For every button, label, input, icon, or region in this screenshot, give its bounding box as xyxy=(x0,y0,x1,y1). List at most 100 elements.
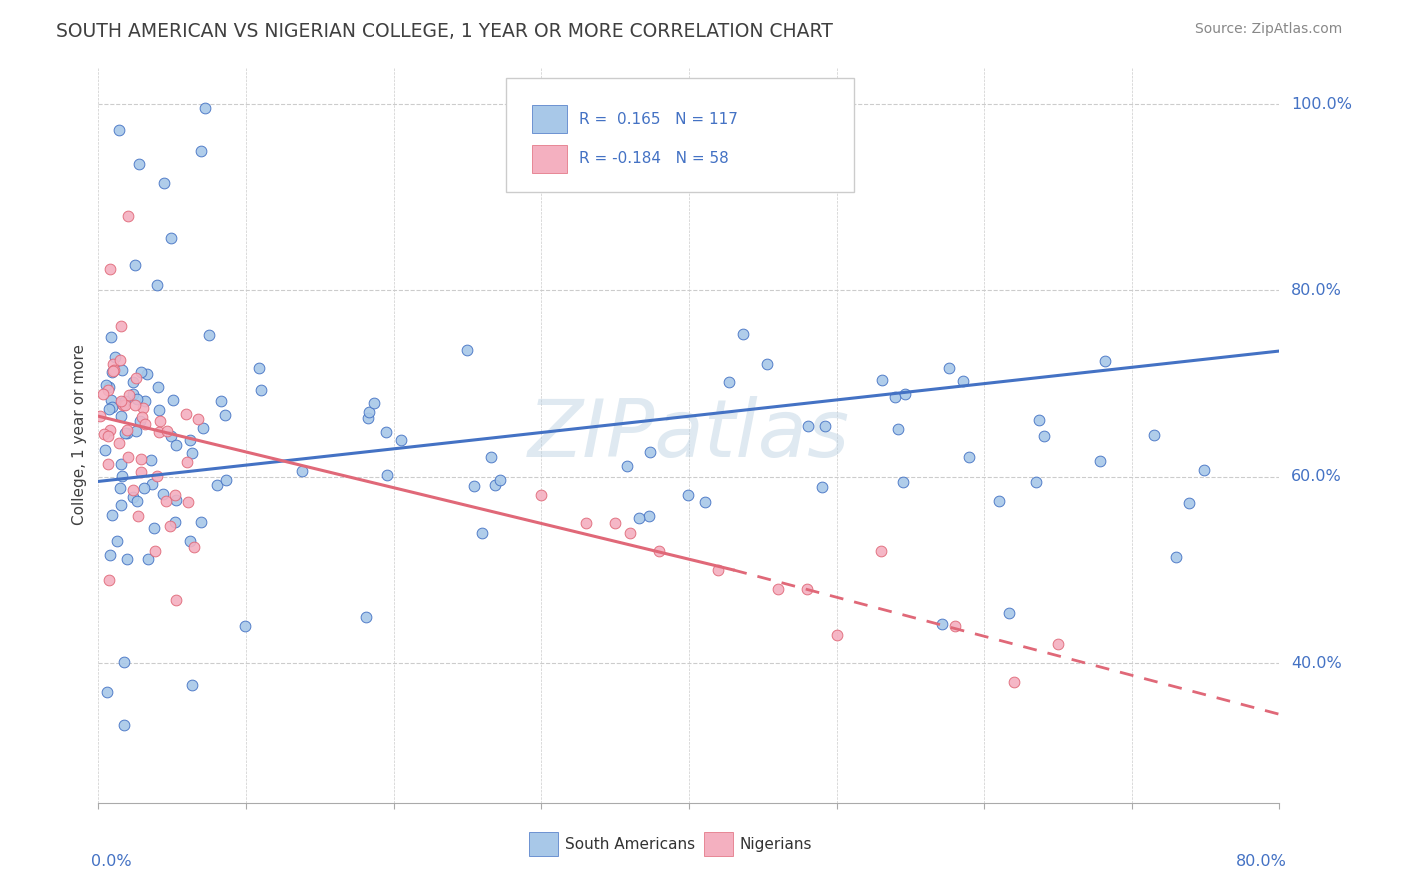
Text: South Americans: South Americans xyxy=(565,837,695,852)
Point xyxy=(145,277,167,292)
Point xyxy=(108,481,131,495)
Point xyxy=(190,515,212,529)
Point xyxy=(125,392,148,407)
Point xyxy=(117,450,139,465)
Point xyxy=(98,262,121,277)
Point xyxy=(456,343,478,357)
Point xyxy=(112,718,135,732)
Point xyxy=(814,419,837,434)
Point xyxy=(638,508,661,523)
Point xyxy=(122,490,145,504)
Point xyxy=(811,480,834,494)
Point xyxy=(291,464,314,478)
Point xyxy=(357,405,380,419)
Point xyxy=(121,376,143,390)
Point xyxy=(957,450,980,464)
Point xyxy=(162,393,184,408)
Point xyxy=(110,457,132,471)
Point xyxy=(894,386,917,401)
Point xyxy=(114,425,136,440)
Point xyxy=(181,446,204,460)
Point xyxy=(797,419,820,434)
Point xyxy=(165,437,187,451)
Point xyxy=(100,329,122,343)
Point xyxy=(110,498,132,512)
Point xyxy=(96,378,118,392)
Point xyxy=(375,425,398,439)
Point xyxy=(884,390,907,404)
Point xyxy=(125,424,148,438)
Point xyxy=(101,365,124,379)
Text: R = -0.184   N = 58: R = -0.184 N = 58 xyxy=(579,152,728,166)
Point xyxy=(165,488,187,502)
Point xyxy=(111,363,134,377)
Point xyxy=(605,516,627,531)
Point xyxy=(488,473,510,487)
Text: Nigerians: Nigerians xyxy=(740,837,813,852)
Point xyxy=(148,403,170,417)
Point xyxy=(143,521,166,535)
Point xyxy=(159,519,181,533)
Point xyxy=(110,318,132,333)
Point xyxy=(104,350,127,364)
Point xyxy=(91,386,114,401)
Point xyxy=(731,326,754,341)
Point xyxy=(165,593,187,607)
Point xyxy=(125,371,148,385)
Point xyxy=(174,407,197,421)
Point xyxy=(136,367,159,381)
Point xyxy=(131,409,153,424)
Point xyxy=(616,458,638,473)
Point xyxy=(481,450,503,464)
Point xyxy=(149,414,172,428)
Point xyxy=(152,487,174,501)
Point xyxy=(183,541,205,555)
Point xyxy=(107,123,129,137)
Point xyxy=(98,423,121,437)
Point xyxy=(136,552,159,566)
Point xyxy=(111,398,134,412)
Point xyxy=(132,401,155,416)
Point xyxy=(619,525,641,540)
Point xyxy=(530,488,553,502)
Point xyxy=(110,393,132,408)
Point xyxy=(146,380,169,394)
Point xyxy=(97,429,120,443)
Point xyxy=(115,423,138,437)
Point xyxy=(139,452,162,467)
Point xyxy=(215,473,238,487)
Point xyxy=(117,209,139,223)
Bar xyxy=(531,145,567,173)
Point xyxy=(1192,463,1215,477)
Point xyxy=(134,481,156,495)
Point xyxy=(177,495,200,509)
Bar xyxy=(530,832,558,855)
Text: ZIPatlas: ZIPatlas xyxy=(527,396,851,474)
Point xyxy=(893,475,915,490)
Point xyxy=(114,398,136,412)
Point xyxy=(114,394,136,409)
Point xyxy=(148,425,170,440)
Point xyxy=(93,426,115,441)
Point xyxy=(101,508,124,523)
Text: 80.0%: 80.0% xyxy=(1291,283,1343,298)
Point xyxy=(94,442,117,457)
Point xyxy=(205,478,228,492)
Point xyxy=(1094,354,1116,368)
Point xyxy=(98,401,121,416)
Point xyxy=(872,373,894,387)
Point xyxy=(943,619,966,633)
Point xyxy=(952,374,974,388)
Point xyxy=(693,495,716,509)
Point xyxy=(194,101,217,115)
Point xyxy=(484,478,506,492)
Point xyxy=(247,360,270,375)
Point xyxy=(97,457,120,471)
Point xyxy=(375,468,398,483)
Point xyxy=(155,493,177,508)
Point xyxy=(156,425,179,439)
Text: 80.0%: 80.0% xyxy=(1236,854,1286,869)
Point xyxy=(187,412,209,426)
Point xyxy=(1002,674,1025,689)
Point xyxy=(176,455,198,469)
